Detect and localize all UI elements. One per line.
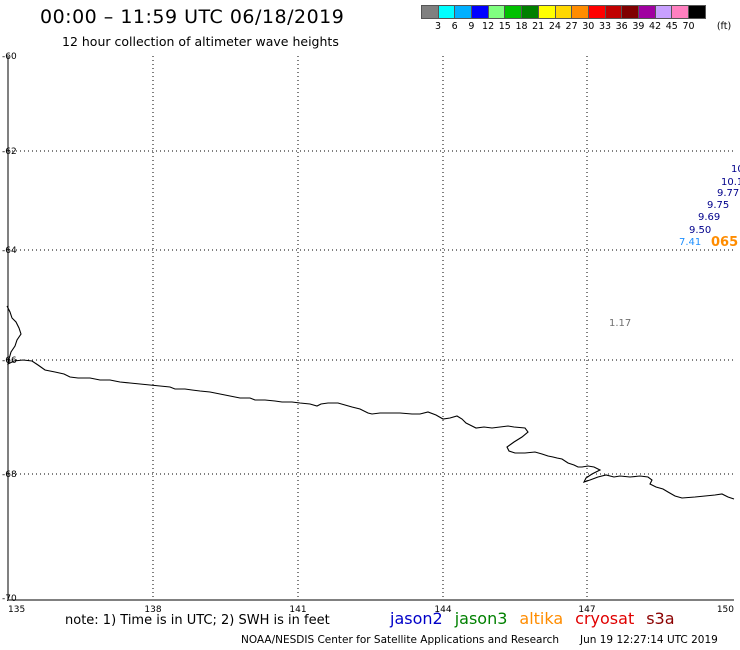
legend-label: 3	[434, 21, 442, 32]
map-grid	[8, 56, 734, 600]
lon-label: 147	[578, 605, 595, 615]
page-subtitle: 12 hour collection of altimeter wave hei…	[62, 34, 339, 49]
latitude-labels: -60 -62 -64 -66 -68 -70	[2, 52, 17, 604]
lat-label: -68	[2, 470, 17, 480]
lon-label: 141	[289, 605, 306, 615]
observation-label: 9.75	[707, 200, 729, 211]
legend-label: 21	[532, 21, 545, 32]
legend-label: 15	[498, 21, 511, 32]
satellite-key: jason2 jason3 altika cryosat s3a	[390, 609, 687, 628]
lon-label: 135	[8, 605, 25, 615]
legend-unit: (ft)	[716, 21, 732, 32]
credit-line: NOAA/NESDIS Center for Satellite Applica…	[241, 634, 559, 646]
longitude-labels: 135 138 141 144 147 150	[8, 605, 734, 615]
lon-label: 138	[144, 605, 161, 615]
observation-label: 9.69	[698, 212, 720, 223]
legend-label: 33	[598, 21, 612, 32]
coastline	[6, 305, 735, 500]
wave-height-observations: 10 10.19.779.759.69 9.507.41 065 1.17	[609, 164, 740, 329]
legend-label: 30	[582, 21, 595, 32]
satellite-altika: altika	[519, 609, 564, 628]
lat-label: -62	[2, 147, 17, 157]
lat-label: -64	[2, 246, 17, 256]
generation-timestamp: Jun 19 12:27:14 UTC 2019	[580, 634, 718, 646]
observation-label: 10	[731, 164, 740, 175]
observation-label: 9.50	[689, 225, 711, 236]
lon-label: 144	[434, 605, 451, 615]
legend-swatches	[421, 5, 740, 19]
legend-label: 39	[632, 21, 645, 32]
footer-note: note: 1) Time is in UTC; 2) SWH is in fe…	[65, 613, 330, 628]
legend-label: 70	[682, 21, 695, 32]
legend-label: 18	[515, 21, 528, 32]
lat-label: -70	[2, 594, 17, 604]
lat-label: -60	[2, 52, 17, 62]
color-legend: (ft) 3 6 9 12 15 18 21 24 27 30 33 36 39 42 45 70	[421, 5, 740, 33]
observation-label: 1.17	[609, 318, 631, 329]
satellite-jason2: jason2	[390, 609, 443, 628]
legend-label: 9	[468, 21, 475, 32]
legend-swatch	[688, 5, 706, 19]
legend-label: 42	[649, 21, 662, 32]
observation-label: 065	[711, 235, 738, 250]
lat-label: -66	[2, 356, 17, 366]
observation-label: 10.1	[721, 177, 740, 188]
observation-label: 7.41	[679, 237, 701, 248]
legend-label: 12	[482, 21, 495, 32]
satellite-jason3: jason3	[454, 609, 508, 628]
legend-label: 45	[665, 21, 678, 32]
observation-label: 9.77	[717, 188, 739, 199]
legend-label: 24	[548, 21, 561, 32]
page-title: 00:00 – 11:59 UTC 06/18/2019	[40, 6, 345, 28]
legend-label: 27	[565, 21, 578, 32]
legend-label: 36	[615, 21, 628, 32]
satellite-s3a: s3a	[646, 609, 675, 628]
legend-label: 6	[451, 21, 458, 32]
lon-label: 150	[717, 605, 734, 615]
legend-labels: (ft) 3 6 9 12 15 18 21 24 27 30 33 36 39 42 45 70	[421, 19, 740, 33]
map-frame	[7, 56, 734, 601]
satellite-cryosat: cryosat	[575, 609, 635, 628]
